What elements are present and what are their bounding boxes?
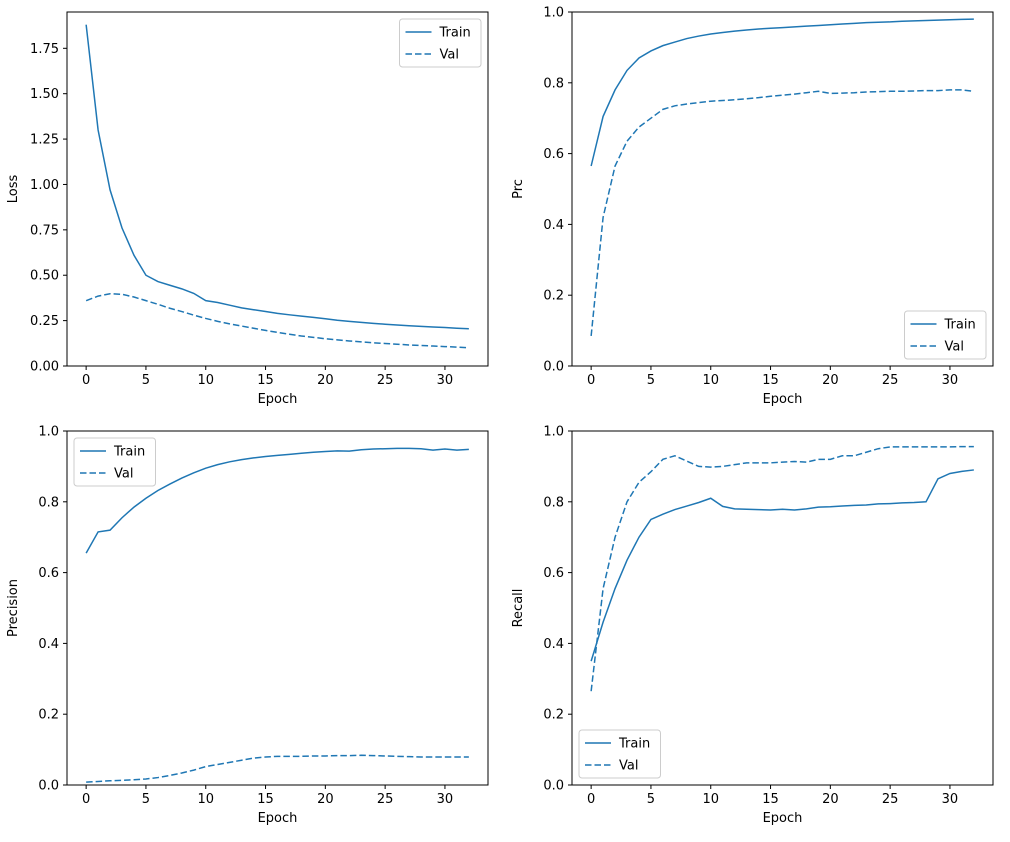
x-tick-label: 5: [647, 792, 655, 807]
subplot-precision: 0 5 10 15 20 25 30 0.0 0.2 0.4 0.6 0.8 1.0 Epoch Preci…: [0, 419, 505, 838]
y-tick-label: 1.25: [30, 133, 59, 148]
x-tick-label: 0: [82, 373, 90, 388]
legend-label-val: Val: [619, 759, 638, 774]
y-axis-label: Precision: [6, 579, 21, 637]
y-tick-label: 0.8: [543, 495, 564, 510]
y-tick-label: 1.50: [30, 87, 59, 102]
x-tick-label: 0: [82, 792, 90, 807]
x-axis-label: Epoch: [763, 811, 803, 826]
axes-frame: [571, 11, 994, 367]
y-tick-label: 0.4: [543, 637, 564, 652]
x-tick-label: 20: [822, 792, 839, 807]
x-tick-label: 5: [647, 373, 655, 388]
y-tick-label: 1.0: [543, 425, 564, 440]
axes-recall: 0 5 10 15 20 25 30 0.0 0.2 0.4 0.6 0.8 1.0 Epoch Recal…: [511, 425, 994, 826]
x-tick-label: 15: [257, 373, 274, 388]
x-tick-label: 0: [587, 373, 595, 388]
legend-box: [73, 437, 156, 487]
y-axis-label: Loss: [6, 175, 21, 204]
axes-frame: [66, 430, 489, 786]
y-tick-label: 0.6: [38, 566, 59, 581]
y-tick-label: 0.6: [543, 566, 564, 581]
prc-series-train-line: [590, 18, 974, 167]
y-tick-label: 0.2: [543, 289, 564, 304]
x-tick-label: 15: [762, 792, 779, 807]
y-tick-label: 1.00: [30, 178, 59, 193]
y-tick-label: 0.4: [38, 637, 59, 652]
x-tick-label: 15: [762, 373, 779, 388]
x-tick-label: 0: [587, 792, 595, 807]
legend-box: [578, 729, 661, 779]
x-axis-label: Epoch: [763, 392, 803, 407]
x-tick-label: 20: [317, 792, 334, 807]
y-tick-label: 1.0: [38, 425, 59, 440]
legend-label-train: Train: [113, 445, 145, 460]
precision-series-train-line: [85, 447, 469, 554]
x-tick-label: 15: [257, 792, 274, 807]
x-tick-label: 20: [822, 373, 839, 388]
x-tick-label: 5: [142, 792, 150, 807]
y-tick-label: 0.6: [543, 147, 564, 162]
x-tick-label: 25: [882, 373, 899, 388]
precision-series-val-line: [86, 754, 469, 783]
y-tick-label: 0.75: [30, 223, 59, 238]
subplot-loss: 0 5 10 15 20 25 30 0.00 0.25 0.50 0.75 1.00 1.25 1.50…: [0, 0, 505, 419]
recall-series-val-line: [590, 445, 974, 692]
y-tick-label: 0.0: [543, 360, 564, 375]
y-tick-label: 0.8: [543, 76, 564, 91]
loss-series-train-line: [85, 24, 469, 330]
subplot-prc: 0 5 10 15 20 25 30 0.0 0.2 0.4 0.6 0.8 1.0 Epoch Prc Tr…: [505, 0, 1010, 419]
y-tick-label: 1.0: [543, 6, 564, 21]
y-axis-label: Recall: [511, 589, 526, 628]
x-tick-label: 10: [197, 792, 214, 807]
axes-prc: 0 5 10 15 20 25 30 0.0 0.2 0.4 0.6 0.8 1.0 Epoch Prc Tr…: [511, 6, 994, 407]
legend-label-val: Val: [114, 467, 133, 482]
y-tick-label: 0.0: [38, 779, 59, 794]
axes-frame: [571, 430, 994, 786]
x-tick-label: 10: [702, 792, 719, 807]
x-tick-label: 10: [702, 373, 719, 388]
legend-box: [904, 310, 987, 360]
x-tick-label: 30: [942, 373, 959, 388]
legend-label-train: Train: [439, 26, 471, 41]
x-tick-label: 25: [377, 373, 394, 388]
axes-frame: [66, 11, 489, 367]
y-tick-label: 0.2: [38, 708, 59, 723]
y-tick-label: 0.00: [30, 360, 59, 375]
y-tick-label: 0.25: [30, 314, 59, 329]
x-tick-label: 30: [437, 792, 454, 807]
x-tick-label: 30: [942, 792, 959, 807]
x-tick-label: 30: [437, 373, 454, 388]
y-tick-label: 0.0: [543, 779, 564, 794]
subplot-recall: 0 5 10 15 20 25 30 0.0 0.2 0.4 0.6 0.8 1.0 Epoch Recal…: [505, 419, 1010, 838]
x-tick-label: 5: [142, 373, 150, 388]
x-tick-label: 10: [197, 373, 214, 388]
y-axis-label: Prc: [511, 179, 526, 199]
prc-series-val-line: [590, 89, 974, 336]
legend-box: [399, 18, 482, 68]
y-tick-label: 0.8: [38, 495, 59, 510]
loss-series-val-line: [85, 292, 469, 349]
x-axis-label: Epoch: [258, 811, 298, 826]
axes-precision: 0 5 10 15 20 25 30 0.0 0.2 0.4 0.6 0.8 1.0 Epoch Preci…: [6, 425, 489, 826]
x-axis-label: Epoch: [258, 392, 298, 407]
legend-label-train: Train: [618, 737, 650, 752]
legend-label-val: Val: [440, 48, 459, 63]
x-tick-label: 25: [377, 792, 394, 807]
legend-label-val: Val: [945, 340, 964, 355]
y-tick-label: 0.2: [543, 708, 564, 723]
y-tick-label: 0.50: [30, 269, 59, 284]
y-tick-label: 1.75: [30, 42, 59, 57]
y-tick-label: 0.4: [543, 218, 564, 233]
legend-label-train: Train: [944, 318, 976, 333]
x-tick-label: 20: [317, 373, 334, 388]
recall-series-train-line: [590, 469, 974, 662]
x-tick-label: 25: [882, 792, 899, 807]
axes-loss: 0 5 10 15 20 25 30 0.00 0.25 0.50 0.75 1.00 1.25 1.50…: [6, 11, 489, 407]
